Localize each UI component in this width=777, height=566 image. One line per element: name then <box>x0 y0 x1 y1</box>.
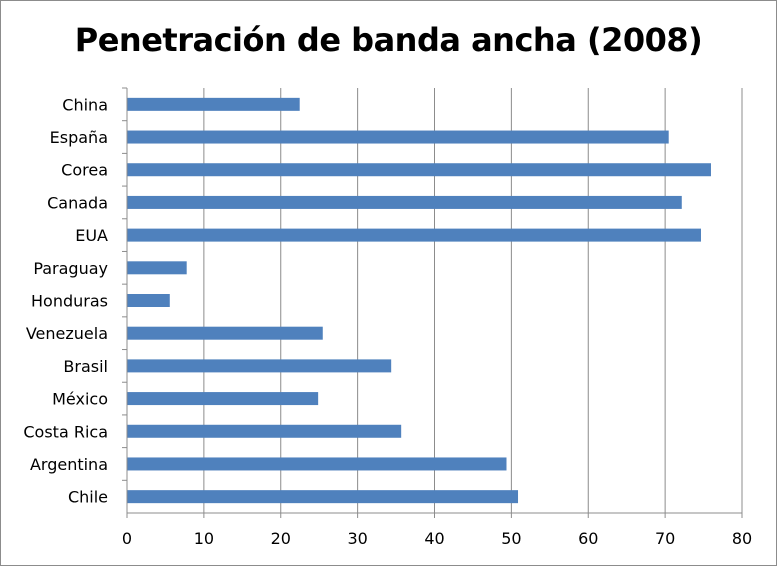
x-tick-label: 80 <box>732 529 752 548</box>
category-label: EUA <box>75 226 108 245</box>
category-label: Venezuela <box>26 324 108 343</box>
category-label: China <box>62 95 108 114</box>
category-label: Canada <box>47 193 108 212</box>
x-tick-label: 30 <box>347 529 367 548</box>
x-tick-label: 40 <box>424 529 444 548</box>
bar-chile <box>127 490 519 504</box>
bar-argentina <box>127 457 507 471</box>
bar-brasil <box>127 359 392 373</box>
gridlines <box>203 88 743 513</box>
category-label: Brasil <box>63 357 108 376</box>
bar-méxico <box>127 392 319 406</box>
x-tick-label: 60 <box>578 529 598 548</box>
category-label: Costa Rica <box>23 422 108 441</box>
bar-china <box>127 97 300 111</box>
category-label: Honduras <box>31 292 108 311</box>
category-labels: China España Corea Canada EUA Paraguay Hondura… <box>23 95 108 506</box>
bar-españa <box>127 130 669 144</box>
bar-honduras <box>127 294 170 307</box>
category-label: Paraguay <box>33 259 108 278</box>
bar-costa-rica <box>127 424 402 438</box>
tick-labels: 0 10 20 30 40 50 60 70 80 <box>122 529 752 548</box>
x-tick-label: 0 <box>122 529 132 548</box>
chart-title: Penetración de banda ancha (2008) <box>74 21 703 59</box>
category-label: Chile <box>68 488 108 507</box>
bar-corea <box>127 163 711 177</box>
bars <box>127 97 711 504</box>
bar-canada <box>127 195 682 209</box>
x-tick-label: 50 <box>501 529 521 548</box>
bar-venezuela <box>127 326 323 340</box>
x-tick-label: 70 <box>655 529 675 548</box>
bar-eua <box>127 228 701 242</box>
category-label: Corea <box>61 161 108 180</box>
bar-paraguay <box>127 261 187 275</box>
category-label: Argentina <box>30 455 108 474</box>
category-label: España <box>50 128 108 147</box>
x-tick-label: 20 <box>271 529 291 548</box>
category-label: México <box>52 390 108 409</box>
x-tick-label: 10 <box>194 529 214 548</box>
axes <box>122 87 743 518</box>
